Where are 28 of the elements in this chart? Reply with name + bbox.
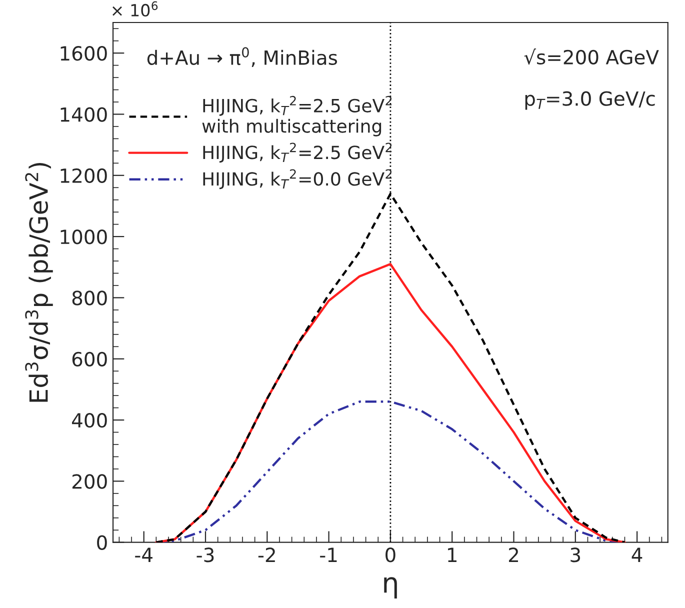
- x-axis-title: η: [384, 577, 397, 598]
- legend-label: HIJING, k$_{T}$$^{2}$=2.5 GeV$^{2}$: [203, 142, 392, 163]
- text: × 10$^{6}$: [112, 1, 158, 17]
- x-tick-label: 2: [508, 548, 518, 562]
- x-tick-label: 0: [386, 548, 396, 562]
- y-axis-title: Ed$^{3}$σ/d$^{3}$p (pb/GeV$^{2}$): [25, 163, 53, 402]
- y-tick-label: 400: [72, 412, 107, 428]
- x-tick-label: -3: [196, 548, 214, 562]
- legend-label: HIJING, k$_{T}$$^{2}$=2.5 GeV$^{2}$ with multiscattering: [202, 96, 392, 136]
- legend-label: HIJING, k$_{T}$$^{2}$=0.0 GeV$^{2}$: [203, 169, 392, 190]
- y-tick-label: 0: [97, 535, 107, 550]
- y-tick-label: 1400: [60, 107, 107, 122]
- y-tick-label: 200: [72, 474, 107, 489]
- y-tick-label: 600: [72, 352, 107, 367]
- y-tick-label: 1200: [60, 168, 107, 184]
- x-tick-label: -2: [258, 548, 275, 562]
- x-tick-label: 4: [632, 548, 642, 562]
- x-tick-label: 1: [448, 548, 456, 562]
- annotation: p$_{T}$=3.0 GeV/c: [525, 91, 655, 110]
- x-tick-label: -4: [135, 548, 152, 562]
- y-tick-label: 1600: [60, 46, 107, 61]
- x-tick-label: -1: [320, 548, 337, 562]
- x-tick-label: 3: [570, 548, 580, 562]
- y-tick-label: 1000: [60, 230, 107, 244]
- y-tick-label: 800: [72, 290, 107, 306]
- annotation: √s=200 AGeV: [524, 48, 659, 65]
- annotation: d+Au → π$^{0}$, MinBias: [147, 47, 338, 67]
- line-series: [155, 262, 626, 542]
